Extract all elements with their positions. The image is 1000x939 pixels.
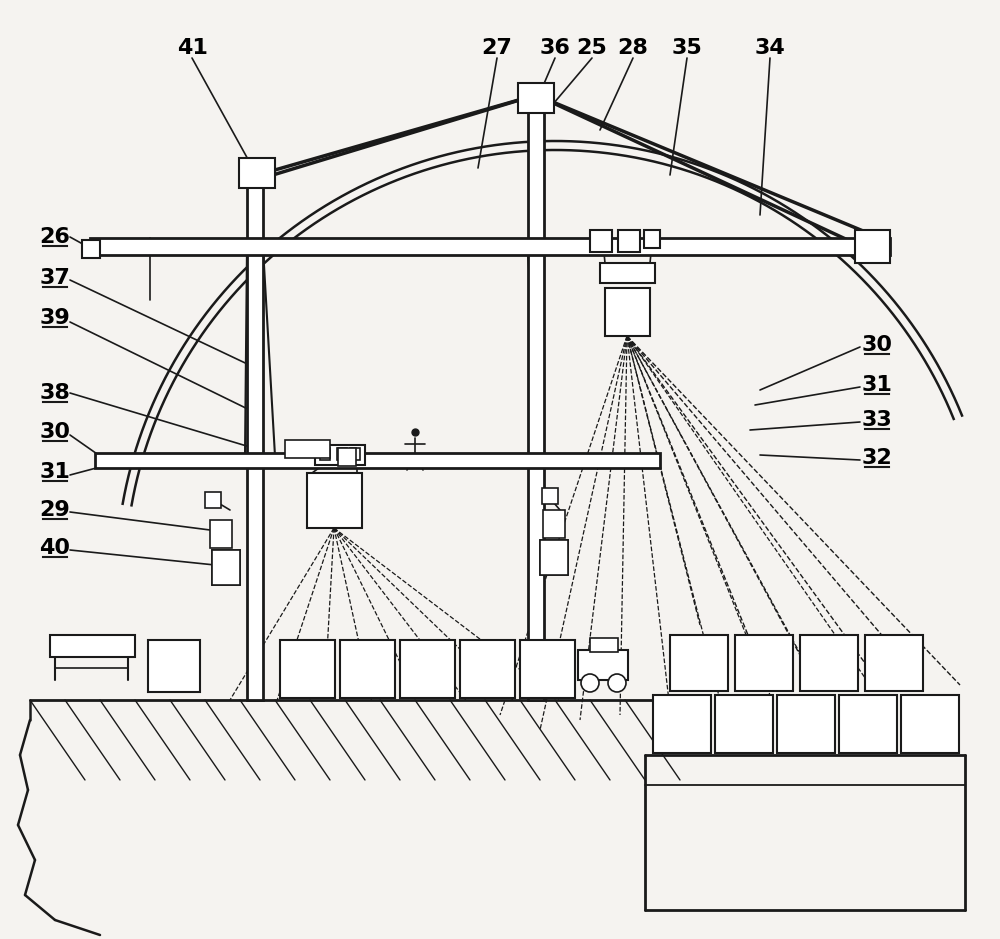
Bar (400, 640, 455, 698)
Text: 37: 37 (40, 268, 70, 288)
Bar (460, 640, 515, 698)
Bar (285, 440, 330, 458)
Bar (205, 492, 221, 508)
Bar (518, 83, 554, 113)
Bar (800, 635, 858, 691)
Bar (210, 520, 232, 548)
Bar (901, 695, 959, 753)
Bar (777, 695, 835, 753)
Bar (340, 640, 395, 698)
Bar (590, 230, 612, 252)
Text: 29: 29 (40, 500, 70, 520)
Bar (82, 240, 100, 258)
Bar (212, 550, 240, 585)
Bar (338, 448, 356, 466)
Bar (280, 640, 335, 698)
Text: 32: 32 (862, 448, 892, 468)
Bar (350, 448, 360, 460)
Bar (600, 263, 655, 283)
Text: 28: 28 (618, 38, 648, 58)
Bar (644, 230, 660, 248)
Bar (855, 230, 890, 263)
Text: 36: 36 (540, 38, 570, 58)
Bar (865, 635, 923, 691)
Bar (653, 695, 711, 753)
Bar (528, 95, 544, 700)
Text: 34: 34 (755, 38, 785, 58)
Text: 41: 41 (177, 38, 207, 58)
Bar (320, 448, 330, 460)
Text: 25: 25 (577, 38, 607, 58)
Bar (337, 448, 347, 460)
Text: 38: 38 (40, 383, 70, 403)
Bar (50, 635, 135, 657)
Circle shape (581, 674, 599, 692)
Bar (540, 540, 568, 575)
Bar (543, 510, 565, 538)
Bar (605, 288, 650, 336)
Bar (212, 550, 240, 585)
Bar (715, 695, 773, 753)
Text: 26: 26 (40, 227, 70, 247)
Text: 31: 31 (862, 375, 892, 395)
Bar (590, 638, 618, 652)
Bar (735, 635, 793, 691)
Bar (670, 635, 728, 691)
Bar (95, 453, 660, 468)
Bar (618, 230, 640, 252)
Circle shape (608, 674, 626, 692)
Bar (247, 168, 263, 700)
Text: 30: 30 (862, 335, 893, 355)
Bar (540, 540, 568, 575)
Text: 33: 33 (862, 410, 892, 430)
Text: 39: 39 (40, 308, 70, 328)
Bar (578, 650, 628, 680)
Bar (148, 640, 200, 692)
Bar (90, 238, 890, 255)
Text: 30: 30 (40, 422, 71, 442)
Bar (239, 158, 275, 188)
Bar (520, 640, 575, 698)
Text: 35: 35 (672, 38, 702, 58)
Text: 27: 27 (482, 38, 512, 58)
Bar (542, 488, 558, 504)
Bar (839, 695, 897, 753)
Bar (307, 473, 362, 528)
Bar (315, 445, 365, 465)
Text: 31: 31 (40, 462, 70, 482)
Text: 40: 40 (40, 538, 71, 558)
